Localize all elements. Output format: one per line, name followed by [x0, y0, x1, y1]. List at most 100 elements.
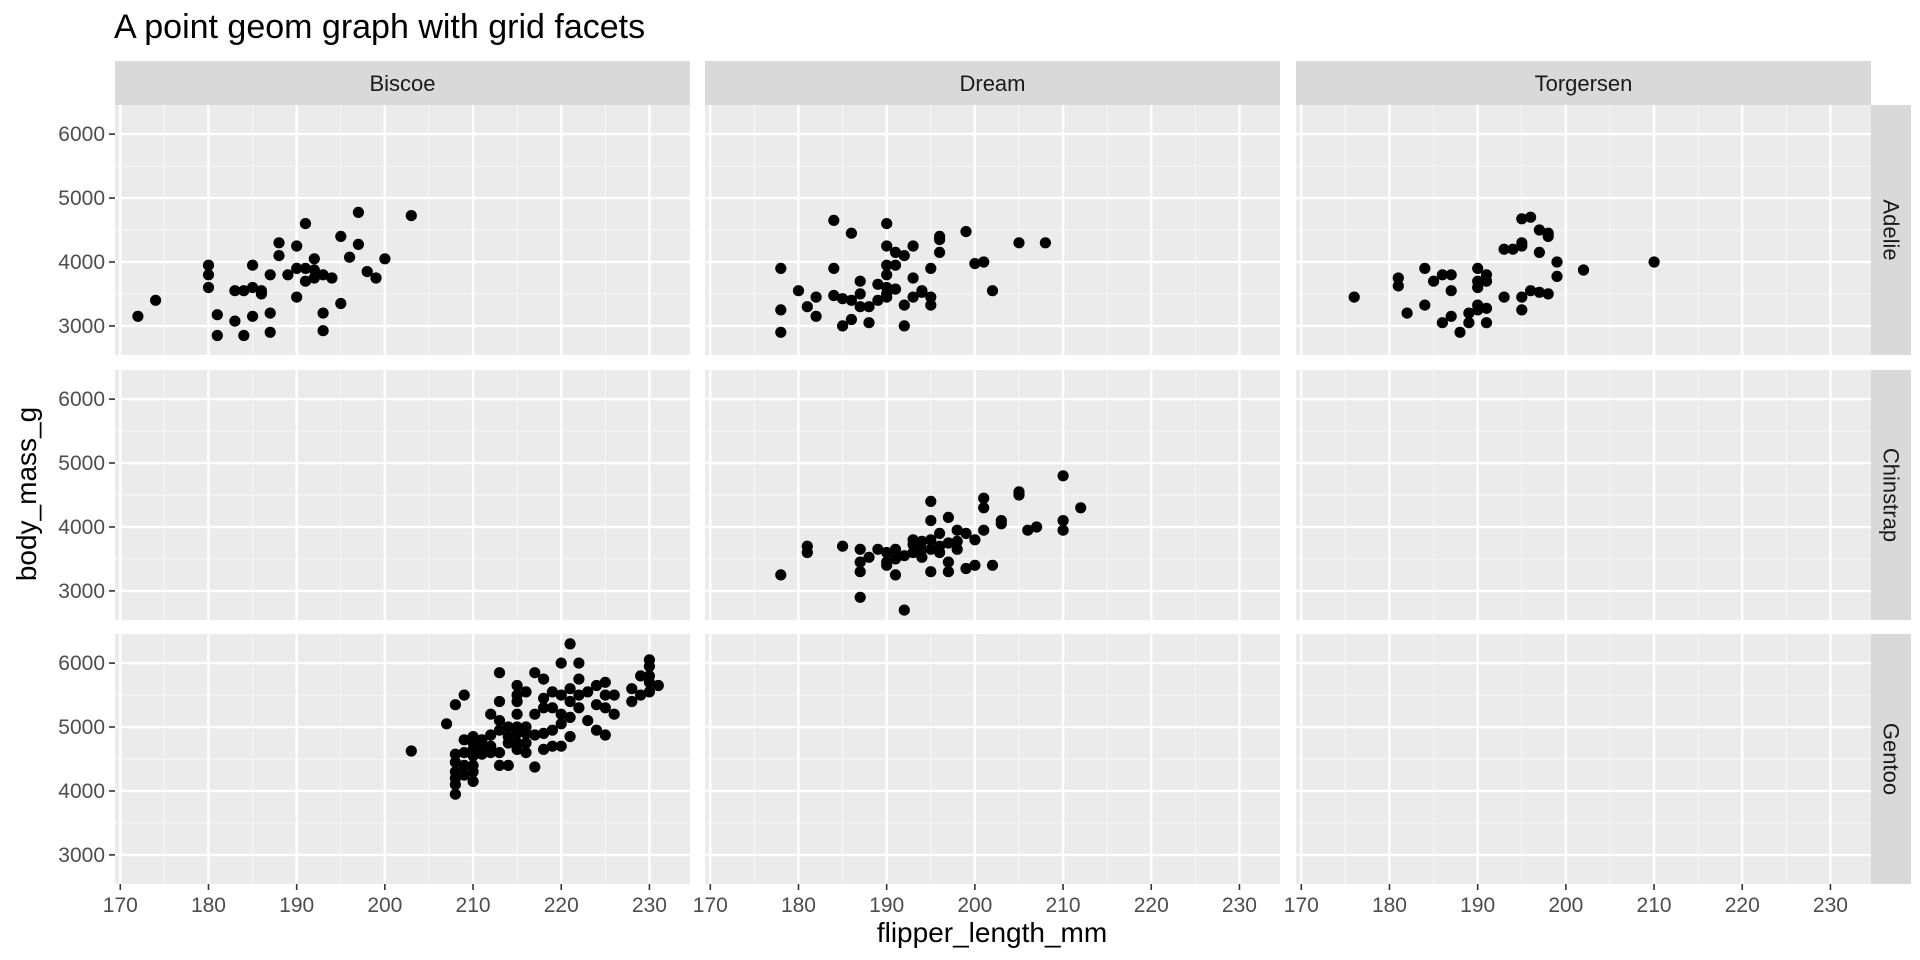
y-tick-label: 3000 — [58, 315, 105, 338]
data-point — [538, 674, 549, 685]
facet-panel-adelie-biscoe — [115, 105, 690, 355]
data-point — [1481, 276, 1492, 287]
data-point — [1649, 256, 1660, 267]
facet-panel-chinstrap-biscoe — [115, 370, 690, 620]
x-tick-label: 180 — [781, 894, 816, 917]
y-tick-label: 4000 — [58, 251, 105, 274]
data-point — [265, 269, 276, 280]
data-point — [863, 552, 874, 563]
data-point — [1534, 247, 1545, 258]
x-tick-label: 210 — [1637, 894, 1672, 917]
data-point — [996, 518, 1007, 529]
data-point — [943, 557, 954, 568]
y-tick-label: 6000 — [58, 388, 105, 411]
x-tick-label: 220 — [544, 894, 579, 917]
data-point — [494, 667, 505, 678]
data-point — [978, 493, 989, 504]
data-point — [925, 496, 936, 507]
data-point — [441, 718, 452, 729]
data-point — [1013, 237, 1024, 248]
x-tick-label: 230 — [1222, 894, 1257, 917]
data-point — [1551, 256, 1562, 267]
data-point — [1543, 231, 1554, 242]
data-point — [1454, 327, 1465, 338]
data-point — [987, 285, 998, 296]
x-tick-label: 200 — [957, 894, 992, 917]
data-point — [247, 260, 258, 271]
data-point — [212, 309, 223, 320]
data-point — [934, 247, 945, 258]
chart-title: A point geom graph with grid facets — [114, 8, 645, 46]
data-point — [811, 311, 822, 322]
data-point — [890, 284, 901, 295]
data-point — [511, 709, 522, 720]
data-point — [1031, 521, 1042, 532]
x-axis-title: flipper_length_mm — [877, 917, 1107, 948]
data-point — [1463, 317, 1474, 328]
strip-label-adelie: Adelie — [1879, 199, 1904, 260]
data-point — [1349, 292, 1360, 303]
data-point — [793, 285, 804, 296]
data-point — [1551, 271, 1562, 282]
data-point — [934, 234, 945, 245]
data-point — [969, 534, 980, 545]
data-point — [952, 544, 963, 555]
data-point — [247, 311, 258, 322]
data-point — [1058, 470, 1069, 481]
data-point — [335, 298, 346, 309]
data-point — [265, 327, 276, 338]
x-tick-label: 210 — [456, 894, 491, 917]
data-point — [916, 552, 927, 563]
data-point — [855, 566, 866, 577]
data-point — [520, 686, 531, 697]
data-point — [1543, 288, 1554, 299]
strip-label-biscoe: Biscoe — [369, 71, 435, 96]
y-tick-label: 5000 — [58, 187, 105, 210]
data-point — [1446, 285, 1457, 296]
strip-label-gentoo: Gentoo — [1879, 723, 1904, 795]
x-tick-label: 190 — [869, 894, 904, 917]
y-tick-label: 6000 — [58, 123, 105, 146]
x-tick-label: 170 — [103, 894, 138, 917]
data-point — [238, 330, 249, 341]
data-point — [573, 702, 584, 713]
data-point — [934, 528, 945, 539]
y-tick-label: 5000 — [58, 716, 105, 739]
y-tick-label: 3000 — [58, 844, 105, 867]
data-point — [565, 638, 576, 649]
data-point — [1058, 525, 1069, 536]
data-point — [969, 560, 980, 571]
data-point — [494, 696, 505, 707]
data-point — [565, 712, 576, 723]
data-point — [987, 560, 998, 571]
data-point — [908, 240, 919, 251]
data-point — [468, 776, 479, 787]
data-point — [573, 674, 584, 685]
data-point — [1578, 264, 1589, 275]
data-point — [1393, 280, 1404, 291]
facet-panel-gentoo-biscoe — [115, 634, 690, 884]
x-tick-label: 220 — [1725, 894, 1760, 917]
facet-panel-adelie-dream — [705, 105, 1280, 355]
data-point — [828, 263, 839, 274]
data-point — [450, 779, 461, 790]
y-tick-label: 4000 — [58, 516, 105, 539]
data-point — [934, 547, 945, 558]
data-point — [326, 272, 337, 283]
data-point — [925, 300, 936, 311]
data-point — [802, 301, 813, 312]
data-point — [1446, 311, 1457, 322]
data-point — [529, 761, 540, 772]
data-point — [1013, 489, 1024, 500]
data-point — [1402, 308, 1413, 319]
data-point — [353, 239, 364, 250]
y-tick-label: 4000 — [58, 780, 105, 803]
data-point — [582, 715, 593, 726]
x-tick-label: 170 — [1284, 894, 1319, 917]
data-point — [370, 272, 381, 283]
facet-panel-chinstrap-dream — [705, 370, 1280, 620]
data-point — [494, 747, 505, 758]
data-point — [450, 789, 461, 800]
data-point — [899, 605, 910, 616]
